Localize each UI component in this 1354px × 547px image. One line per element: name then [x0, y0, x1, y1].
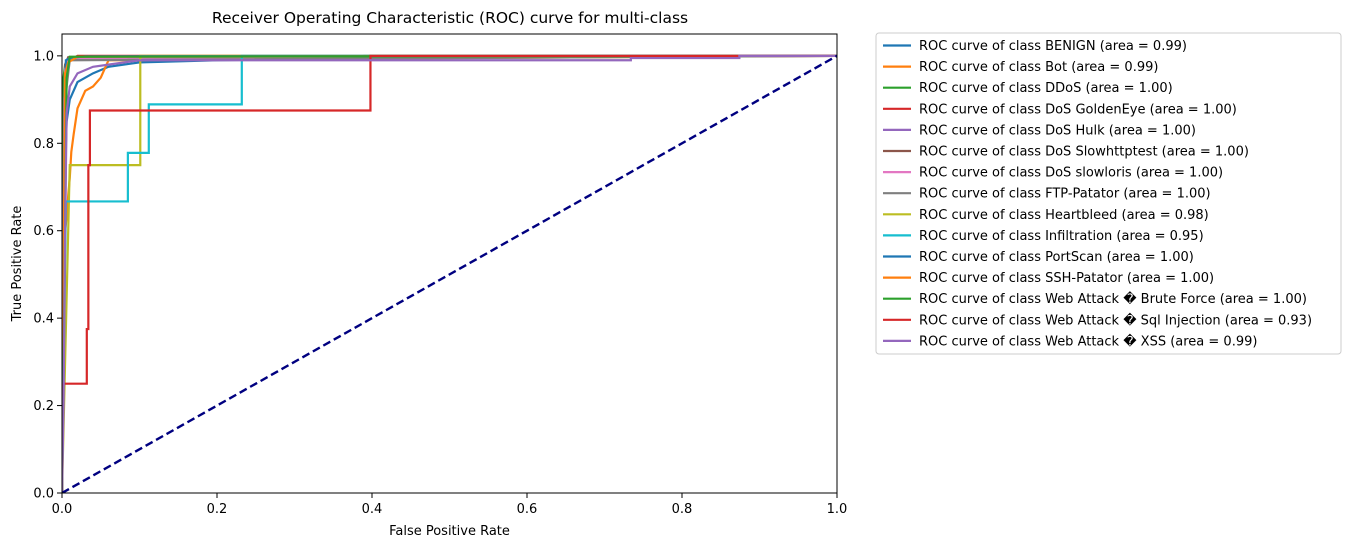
- x-tick-label: 0.2: [207, 502, 228, 517]
- legend: ROC curve of class BENIGN (area = 0.99) R…: [875, 32, 1342, 355]
- legend-entry-label: ROC curve of class SSH-Patator (area = 1…: [919, 271, 1214, 286]
- roc-series-line-13: [62, 54, 837, 493]
- plot-frame: [61, 33, 838, 494]
- roc-series-line-14: [62, 54, 837, 493]
- chart-title: Receiver Operating Characteristic (ROC) …: [212, 9, 688, 27]
- chance-diagonal-line: [62, 54, 837, 493]
- legend-entry-label: ROC curve of class Heartbleed (area = 0.…: [919, 208, 1209, 223]
- y-tick-label: 0.0: [33, 487, 54, 502]
- x-axis-title: False Positive Rate: [389, 524, 510, 539]
- x-tick-label: 0.4: [362, 502, 383, 517]
- legend-entry-label: ROC curve of class DoS GoldenEye (area =…: [919, 102, 1237, 117]
- legend-entry-label: ROC curve of class Bot (area = 0.99): [919, 60, 1158, 75]
- legend-entry-label: ROC curve of class Web Attack � Brute Fo…: [919, 290, 1307, 307]
- y-tick-label: 1.0: [33, 49, 54, 64]
- legend-entry-label: ROC curve of class Web Attack � XSS (are…: [919, 332, 1257, 349]
- legend-entry-label: ROC curve of class DoS Hulk (area = 1.00…: [919, 123, 1196, 138]
- x-tick-label: 1.0: [827, 502, 848, 517]
- legend-entry-label: ROC curve of class FTP-Patator (area = 1…: [919, 187, 1211, 202]
- legend-entry-label: ROC curve of class DDoS (area = 1.00): [919, 81, 1173, 96]
- legend-entry-label: ROC curve of class DoS slowloris (area =…: [919, 166, 1223, 181]
- legend-entry-label: ROC curve of class DoS Slowhttptest (are…: [919, 145, 1249, 160]
- x-tick-label: 0.0: [52, 502, 73, 517]
- legend-entry-label: ROC curve of class PortScan (area = 1.00…: [919, 250, 1194, 265]
- legend-entry-label: ROC curve of class Web Attack � Sql Inje…: [919, 311, 1312, 328]
- x-tick-label: 0.8: [672, 502, 693, 517]
- legend-entry-label: ROC curve of class BENIGN (area = 0.99): [919, 39, 1187, 54]
- legend-box: [875, 32, 1342, 355]
- y-tick-label: 0.4: [33, 312, 54, 327]
- y-tick-label: 0.6: [33, 224, 54, 239]
- y-axis: 0.0 0.2 0.4 0.6 0.8 1.0: [33, 49, 62, 502]
- x-tick-label: 0.6: [517, 502, 538, 517]
- legend-entry-label: ROC curve of class Infiltration (area = …: [919, 229, 1204, 244]
- x-axis: 0.0 0.2 0.4 0.6 0.8 1.0: [52, 493, 848, 517]
- plot-area: [62, 54, 837, 493]
- y-axis-title: True Positive Rate: [10, 206, 25, 323]
- y-tick-label: 0.8: [33, 137, 54, 152]
- y-tick-label: 0.2: [33, 399, 54, 414]
- roc-series-line-9: [62, 54, 837, 493]
